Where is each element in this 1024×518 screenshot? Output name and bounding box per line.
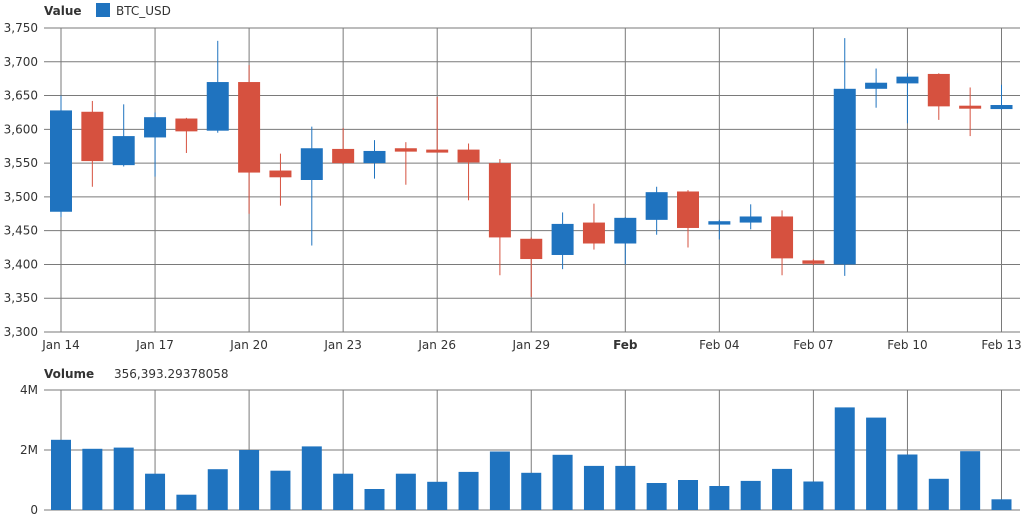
volume-bar[interactable] (207, 469, 228, 510)
candle-body[interactable] (927, 73, 950, 107)
volume-bar[interactable] (458, 471, 479, 510)
candle-body[interactable] (802, 260, 825, 264)
volume-bar[interactable] (82, 448, 103, 510)
volume-y-tick-label: 0 (30, 503, 38, 517)
candle-body[interactable] (771, 216, 794, 259)
candle-body[interactable] (739, 216, 762, 223)
volume-bar[interactable] (991, 499, 1012, 510)
price-y-tick-label: 3,650 (4, 89, 38, 103)
candle-body[interactable] (488, 163, 511, 238)
volume-bar[interactable] (583, 465, 604, 510)
volume-bar[interactable] (301, 446, 322, 510)
candle-body[interactable] (896, 76, 919, 84)
volume-bar[interactable] (897, 454, 918, 511)
volume-y-tick-label: 2M (20, 443, 38, 457)
candle-body[interactable] (708, 221, 731, 225)
price-y-tick-label: 3,450 (4, 224, 38, 238)
volume-bar[interactable] (333, 473, 354, 510)
volume-bar[interactable] (646, 483, 667, 510)
x-tick-label: Jan 26 (417, 338, 456, 352)
candle-body[interactable] (865, 82, 888, 89)
volume-bar[interactable] (489, 451, 510, 511)
price-y-tick-label: 3,600 (4, 122, 38, 136)
candle-body[interactable] (551, 223, 574, 255)
candle-body[interactable] (269, 170, 292, 178)
volume-bar[interactable] (427, 481, 448, 510)
x-tick-label: Jan 20 (229, 338, 268, 352)
candle-body[interactable] (520, 238, 543, 260)
candle-body[interactable] (614, 217, 637, 244)
price-y-tick-label: 3,300 (4, 325, 38, 339)
value-panel-label: Value (44, 4, 82, 18)
price-y-tick-label: 3,350 (4, 291, 38, 305)
volume-value-readout: 356,393.29378058 (114, 367, 229, 381)
candle-body[interactable] (645, 192, 668, 220)
volume-bar[interactable] (678, 480, 698, 510)
candle-body[interactable] (582, 222, 605, 244)
volume-bar[interactable] (552, 454, 573, 510)
volume-bar[interactable] (145, 473, 166, 510)
volume-bar[interactable] (772, 468, 793, 510)
volume-bar[interactable] (928, 478, 949, 510)
volume-y-tick-label: 4M (20, 383, 38, 397)
candle-body[interactable] (144, 117, 167, 138)
candle-body[interactable] (363, 150, 386, 164)
x-tick-label: Jan 23 (323, 338, 362, 352)
candle-body[interactable] (81, 111, 104, 162)
candle-body[interactable] (457, 149, 480, 163)
candle-body[interactable] (238, 82, 261, 173)
price-y-tick-label: 3,550 (4, 156, 38, 170)
volume-bar[interactable] (270, 470, 291, 510)
candle-body[interactable] (332, 148, 355, 164)
volume-panel-label: Volume (44, 367, 94, 381)
candle-body[interactable] (394, 148, 417, 152)
legend-swatch-btc-usd (96, 3, 110, 17)
x-tick-label: Feb 07 (793, 338, 833, 352)
x-tick-label: Jan 14 (41, 338, 80, 352)
candle-body[interactable] (990, 105, 1013, 110)
volume-bar[interactable] (395, 473, 416, 510)
volume-bar[interactable] (51, 439, 71, 510)
price-y-tick-label: 3,700 (4, 55, 38, 69)
volume-bar[interactable] (709, 486, 730, 510)
volume-bar[interactable] (834, 407, 855, 510)
legend-label-btc-usd[interactable]: BTC_USD (116, 4, 171, 18)
volume-bar[interactable] (364, 489, 385, 510)
x-tick-label: Jan 17 (135, 338, 174, 352)
candle-body[interactable] (959, 105, 982, 109)
x-tick-label: Jan 29 (511, 338, 550, 352)
volume-bar[interactable] (803, 481, 824, 511)
volume-bar[interactable] (113, 447, 134, 510)
x-tick-label: Feb 04 (699, 338, 739, 352)
price-y-tick-label: 3,500 (4, 190, 38, 204)
price-y-tick-label: 3,400 (4, 257, 38, 271)
x-tick-label: Feb (613, 338, 638, 352)
candle-body[interactable] (300, 148, 323, 180)
x-tick-label: Feb 13 (981, 338, 1021, 352)
candle-body[interactable] (112, 136, 135, 166)
candle-body[interactable] (426, 149, 449, 153)
candle-body[interactable] (677, 191, 699, 228)
volume-bar[interactable] (740, 480, 761, 510)
volume-bar[interactable] (521, 472, 542, 510)
candle-body[interactable] (206, 82, 229, 131)
volume-bar[interactable] (615, 465, 636, 510)
candle-body[interactable] (50, 110, 72, 212)
volume-bar[interactable] (960, 451, 981, 510)
volume-bar[interactable] (176, 494, 197, 510)
volume-bar[interactable] (239, 450, 260, 510)
candle-body[interactable] (175, 118, 198, 132)
x-tick-label: Feb 10 (887, 338, 927, 352)
candle-body[interactable] (833, 88, 856, 265)
volume-bar[interactable] (866, 417, 887, 510)
price-y-tick-label: 3,750 (4, 21, 38, 35)
